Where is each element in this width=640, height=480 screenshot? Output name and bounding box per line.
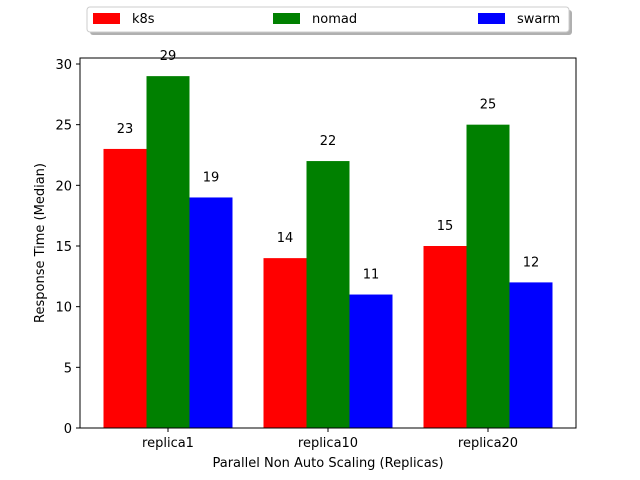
data-label-swarm-replica20: 12 xyxy=(523,255,540,270)
data-label-nomad-replica20: 25 xyxy=(480,98,497,113)
x-tick-label-replica1: replica1 xyxy=(142,436,194,451)
y-tick-label-5: 5 xyxy=(64,361,72,376)
data-label-swarm-replica1: 19 xyxy=(203,170,220,185)
bar-swarm-replica1 xyxy=(189,197,233,428)
data-label-k8s-replica1: 23 xyxy=(117,122,134,137)
x-axis: replica1 replica10 replica20 xyxy=(142,428,518,451)
data-label-nomad-replica10: 22 xyxy=(320,134,337,149)
y-tick-label-0: 0 xyxy=(64,422,72,437)
x-tick-label-replica10: replica10 xyxy=(298,436,358,451)
legend-label-nomad: nomad xyxy=(312,12,357,27)
legend-label-swarm: swarm xyxy=(517,12,560,27)
legend-swatch-k8s xyxy=(93,13,120,24)
data-label-swarm-replica10: 11 xyxy=(363,268,380,283)
legend: k8s nomad swarm xyxy=(86,6,572,35)
bar-nomad-replica20 xyxy=(466,124,510,429)
y-axis-label: Response Time (Median) xyxy=(33,163,48,323)
y-tick-label-10: 10 xyxy=(55,301,72,316)
bar-k8s-replica1 xyxy=(103,148,147,428)
legend-swatch-nomad xyxy=(273,13,300,24)
bars-layer xyxy=(103,76,553,429)
y-tick-label-20: 20 xyxy=(55,179,72,194)
bar-k8s-replica20 xyxy=(423,246,467,428)
y-tick-label-25: 25 xyxy=(55,119,72,134)
y-tick-label-30: 30 xyxy=(55,58,72,73)
legend-swatch-swarm xyxy=(478,13,505,24)
x-tick-label-replica20: replica20 xyxy=(458,436,518,451)
bar-nomad-replica1 xyxy=(146,76,190,428)
y-tick-label-15: 15 xyxy=(55,240,72,255)
data-label-k8s-replica20: 15 xyxy=(437,219,454,234)
bar-k8s-replica10 xyxy=(263,258,307,428)
bar-swarm-replica10 xyxy=(349,294,393,428)
bar-nomad-replica10 xyxy=(306,161,350,429)
data-label-nomad-replica1: 29 xyxy=(160,49,177,64)
x-axis-label: Parallel Non Auto Scaling (Replicas) xyxy=(212,456,443,471)
legend-box xyxy=(86,6,570,33)
y-axis: 0 5 10 15 20 25 30 xyxy=(55,58,80,437)
legend-label-k8s: k8s xyxy=(132,12,155,27)
bar-swarm-replica20 xyxy=(509,282,553,428)
data-label-k8s-replica10: 14 xyxy=(277,231,294,246)
data-labels-layer: 23 29 19 14 22 11 15 25 12 xyxy=(117,49,540,282)
